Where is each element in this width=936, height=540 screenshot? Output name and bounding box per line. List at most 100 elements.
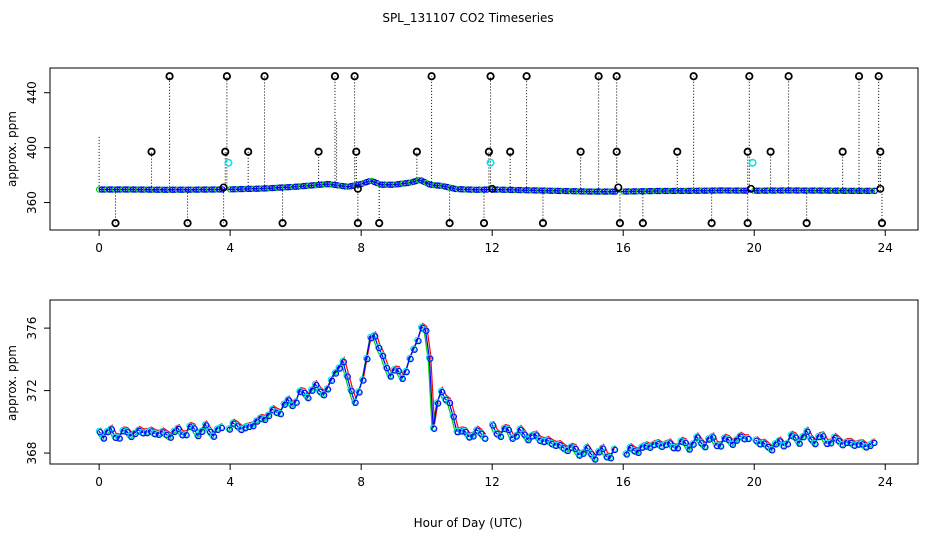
blue-point (584, 445, 591, 452)
blue-point (729, 441, 737, 448)
upper-x-tick-label: 8 (357, 241, 365, 255)
cyan-point (323, 385, 331, 392)
blue-point (313, 381, 320, 389)
blue-point (427, 355, 434, 362)
gap-point (614, 183, 623, 192)
cyan-point (579, 449, 586, 457)
cyan-point (496, 432, 504, 440)
cyan-point (406, 354, 413, 362)
cyan-point (166, 433, 174, 441)
cyan-point (382, 363, 390, 371)
blue-point (293, 399, 300, 406)
spike-point (877, 219, 887, 228)
cyan-point (732, 436, 740, 444)
cyan-point (488, 421, 496, 428)
spike-point (506, 147, 515, 156)
blue-point (336, 365, 344, 372)
cyan-point (201, 421, 209, 428)
blue-point (631, 448, 638, 455)
cyan-point (272, 408, 280, 416)
blue-point (714, 442, 721, 450)
cyan-point (469, 432, 476, 439)
blue-point (175, 425, 182, 433)
spike-point (479, 219, 489, 228)
spike-point (784, 72, 793, 81)
cyan-point (799, 432, 807, 440)
cyan-point (728, 440, 736, 448)
spike-point (707, 219, 716, 228)
blue-point (167, 434, 175, 441)
blue-point (501, 425, 509, 433)
spike-point (353, 219, 362, 228)
cyan-point (630, 446, 638, 454)
blue-point (116, 435, 123, 442)
cyan-point (826, 439, 834, 446)
lower-panel: 0 4 8 12 16 20 24 368 372 376 (25, 299, 919, 489)
cyan-point (186, 422, 193, 430)
cyan-point (720, 434, 728, 442)
lower-x-tick-label: 16 (616, 475, 631, 489)
blue-point (718, 443, 725, 450)
blue-point (674, 445, 682, 452)
blue-point (395, 367, 403, 375)
spike-point (375, 219, 384, 228)
spike-point (854, 72, 864, 81)
spike-point (244, 147, 253, 156)
cyan-point (335, 364, 343, 371)
blue-point (678, 438, 686, 445)
cyan-point (414, 336, 421, 344)
spike-point (612, 72, 621, 81)
cyan-point (378, 351, 386, 359)
blue-point (415, 337, 422, 345)
cyan-point (520, 430, 527, 438)
blue-point (407, 355, 414, 363)
spike-point (183, 219, 192, 228)
lower-x-tick-label: 4 (226, 475, 234, 489)
data-point (740, 187, 747, 194)
blue-point (277, 411, 285, 418)
spike-point (612, 147, 621, 156)
cyan-point (543, 436, 551, 444)
gap-point (746, 184, 755, 193)
spike-point (538, 219, 548, 228)
blue-point (568, 444, 575, 451)
spike-point (486, 72, 495, 81)
blue-point (285, 397, 292, 404)
spike-point (594, 72, 603, 81)
cyan-point (591, 455, 598, 462)
chart-title: SPL_131107 CO2 Timeseries (382, 11, 553, 25)
blue-point (812, 441, 819, 448)
cyan-point (425, 354, 433, 361)
cyan-point (351, 398, 358, 406)
spike-point (445, 219, 454, 228)
spike-point (221, 147, 230, 156)
cyan-point (524, 435, 531, 443)
cyan-point (398, 374, 406, 382)
blue-point (769, 447, 776, 454)
blue-point (513, 433, 520, 440)
cyan-point (504, 425, 512, 433)
blue-point (191, 425, 198, 432)
cyan-point (685, 445, 693, 452)
cyan-point (634, 448, 641, 456)
cyan-point (689, 440, 696, 448)
blue-point (183, 432, 190, 439)
cyan-point (308, 386, 315, 394)
cyan-point (567, 443, 575, 451)
upper-x-tick-label: 0 (95, 241, 103, 255)
cyan-point (480, 434, 488, 442)
blue-point (258, 415, 265, 422)
lower-plot-frame (49, 299, 919, 465)
cyan-point (331, 369, 339, 376)
spike-point (165, 72, 174, 81)
blue-point (281, 401, 289, 408)
blue-point (792, 434, 799, 441)
blue-point (521, 431, 528, 438)
cyan-point (665, 439, 673, 446)
blue-point (289, 402, 296, 410)
blue-point (352, 399, 359, 406)
blue-point (623, 451, 630, 458)
spike-point (615, 219, 625, 228)
blue-point (360, 377, 367, 384)
cyan-point (190, 424, 197, 431)
